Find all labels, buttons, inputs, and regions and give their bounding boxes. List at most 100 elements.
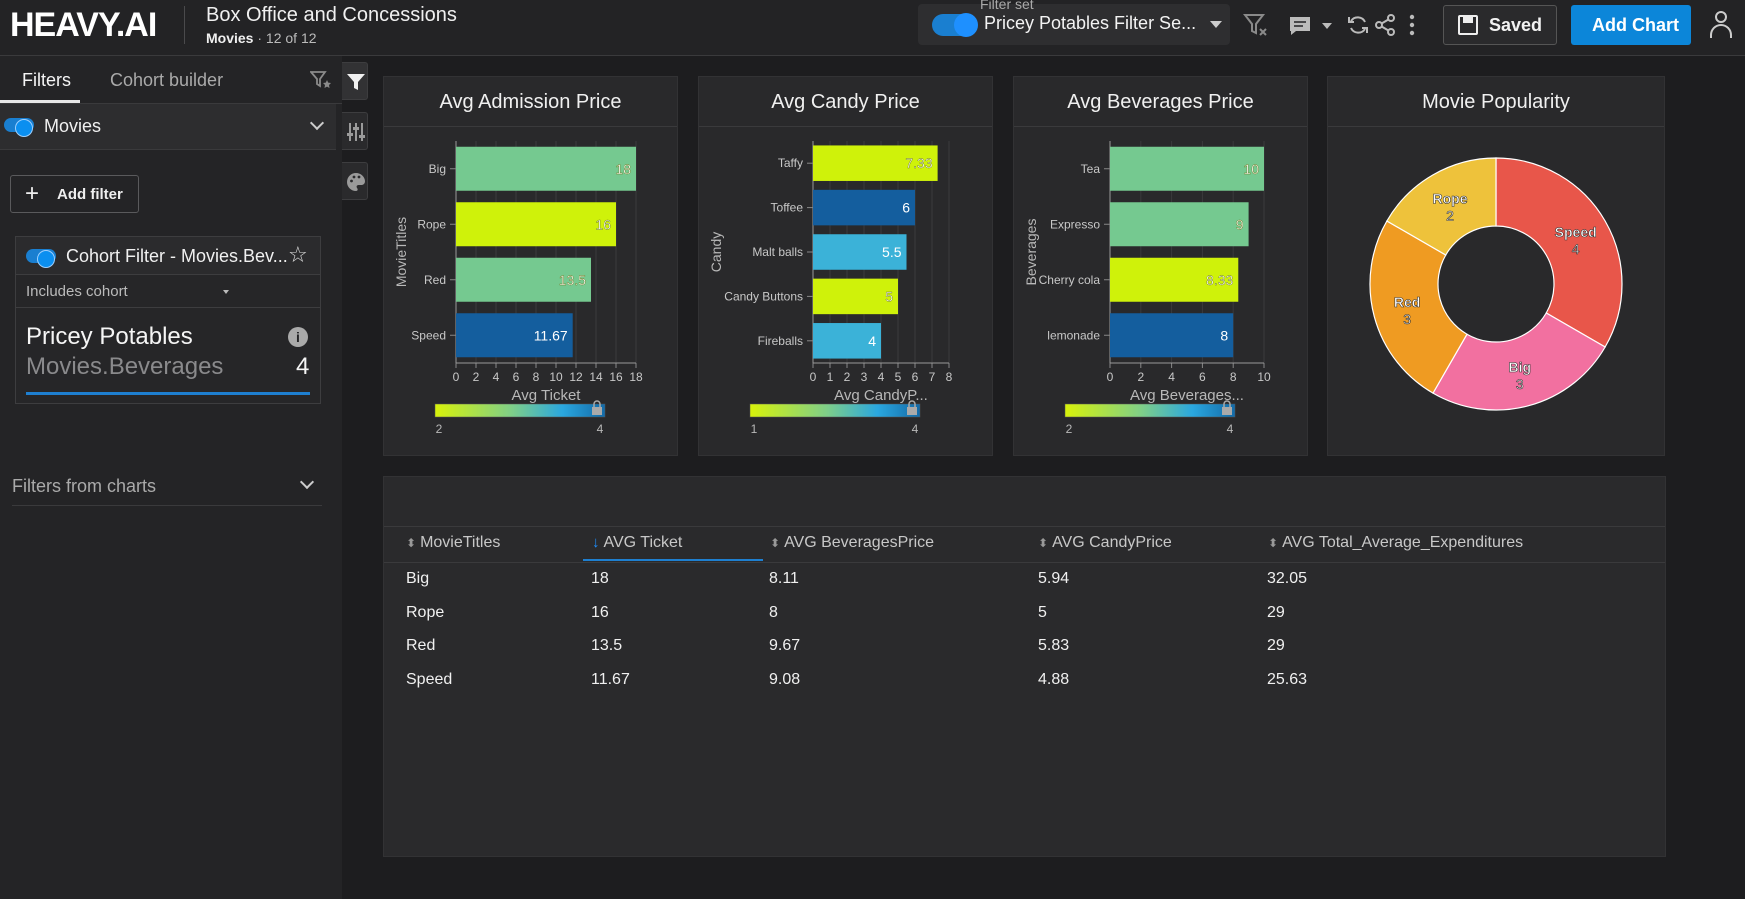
pie-slice[interactable] bbox=[1495, 157, 1623, 348]
bar[interactable] bbox=[1110, 257, 1239, 302]
add-chart-button[interactable]: Add Chart bbox=[1571, 5, 1691, 45]
info-icon[interactable]: i bbox=[288, 327, 308, 347]
column-header[interactable]: ⬍ MovieTitles bbox=[406, 534, 500, 552]
table-cell[interactable]: 4.88 bbox=[1038, 670, 1070, 688]
chart-panel-popularity[interactable]: Movie Popularity Speed 4 Big 3 Red 3 Rope 2 bbox=[1327, 76, 1665, 456]
heavyai-logo[interactable]: HEAVY.AI bbox=[10, 6, 157, 44]
table-cell[interactable]: Speed bbox=[406, 670, 453, 688]
column-header[interactable]: ⬍ AVG CandyPrice bbox=[1038, 534, 1172, 552]
table-cell[interactable]: 25.63 bbox=[1267, 670, 1308, 688]
column-header[interactable]: ⬍ AVG Total_Average_Expenditures bbox=[1268, 534, 1523, 552]
lock-icon[interactable] bbox=[592, 400, 602, 415]
comment-dropdown-icon[interactable] bbox=[1322, 23, 1332, 29]
table-cell[interactable]: 18 bbox=[591, 570, 609, 587]
settings-rail-button[interactable] bbox=[342, 112, 368, 150]
comment-icon[interactable] bbox=[1288, 14, 1312, 38]
filter-set-toggle[interactable] bbox=[932, 13, 978, 37]
bar-value-label: 10 bbox=[1243, 161, 1259, 177]
chart-title[interactable]: Movie Popularity bbox=[1328, 77, 1664, 127]
bar[interactable] bbox=[813, 189, 915, 226]
table-cell[interactable]: 29 bbox=[1267, 637, 1285, 654]
column-header[interactable]: ⬍ AVG BeveragesPrice bbox=[770, 534, 934, 552]
sort-icon[interactable]: ⬍ bbox=[770, 536, 781, 550]
table-cell[interactable]: Big bbox=[406, 570, 430, 587]
cohort-mode-select[interactable]: Includes cohort bbox=[16, 275, 320, 308]
color-legend-gradient[interactable] bbox=[1064, 403, 1236, 418]
sliders-icon bbox=[347, 123, 365, 141]
user-profile-icon[interactable] bbox=[1709, 10, 1733, 38]
star-icon[interactable]: ☆ bbox=[288, 242, 308, 267]
filter-set-name[interactable]: Pricey Potables Filter Se... bbox=[984, 13, 1197, 33]
color-legend-gradient[interactable] bbox=[434, 403, 606, 418]
filters-from-charts-chevron-icon[interactable] bbox=[299, 474, 315, 490]
column-header[interactable]: ↓ AVG Ticket bbox=[592, 534, 682, 552]
sort-icon[interactable]: ⬍ bbox=[1268, 536, 1279, 550]
table-cell[interactable]: 29 bbox=[1267, 603, 1285, 621]
bar[interactable] bbox=[456, 257, 591, 302]
chart-title[interactable]: Avg Admission Price bbox=[384, 77, 677, 127]
table-cell[interactable]: 5.83 bbox=[1038, 637, 1070, 654]
tab-filters[interactable]: Filters bbox=[22, 70, 71, 90]
table-cell[interactable]: 11.67 bbox=[591, 670, 630, 688]
x-tick-label: 5 bbox=[895, 370, 902, 384]
filters-panel: Filters Cohort builder Movies + Add filt… bbox=[0, 56, 342, 899]
add-filter-button[interactable]: + Add filter bbox=[10, 175, 139, 213]
table-cell[interactable]: 16 bbox=[591, 603, 609, 621]
chart-panel-beverages[interactable]: Avg Beverages Price 0 2 4 6 8 10 Tea 10 Expresso… bbox=[1013, 76, 1308, 456]
bar[interactable] bbox=[813, 323, 881, 359]
theme-rail-button[interactable] bbox=[342, 162, 368, 200]
table-cell[interactable]: 5.94 bbox=[1038, 570, 1070, 587]
refresh-icon[interactable] bbox=[1346, 13, 1370, 37]
share-icon[interactable] bbox=[1373, 13, 1397, 37]
saved-button[interactable]: Saved bbox=[1443, 5, 1557, 45]
chart-title[interactable]: Avg Beverages Price bbox=[1014, 77, 1307, 127]
pie-slice[interactable] bbox=[1432, 312, 1606, 411]
table-cell[interactable]: 13.5 bbox=[591, 637, 623, 654]
x-tick-label: 0 bbox=[810, 370, 817, 384]
clear-filters-icon[interactable] bbox=[1243, 12, 1269, 38]
table-cell[interactable]: 32.05 bbox=[1267, 570, 1308, 587]
sort-icon[interactable]: ⬍ bbox=[406, 536, 417, 550]
bar[interactable] bbox=[813, 145, 938, 181]
table-cell[interactable]: Red bbox=[406, 637, 436, 654]
filter-set-caret-icon[interactable] bbox=[1210, 21, 1222, 28]
more-options-icon[interactable] bbox=[1404, 13, 1420, 37]
bar[interactable] bbox=[813, 234, 907, 270]
chart-panel-candy[interactable]: Avg Candy Price 0 1 2 3 4 5 6 7 8 Taffy 7.33 Toffee… bbox=[698, 76, 993, 456]
lock-icon[interactable] bbox=[907, 400, 917, 415]
pie-slice[interactable] bbox=[1386, 157, 1497, 256]
cohort-count: 4 bbox=[296, 353, 310, 380]
chevron-down-icon[interactable] bbox=[309, 115, 325, 131]
lock-icon[interactable] bbox=[1222, 400, 1232, 415]
bar[interactable] bbox=[456, 146, 636, 191]
cohort-filter-title[interactable]: Cohort Filter - Movies.Bev... bbox=[66, 246, 288, 266]
bar[interactable] bbox=[1110, 146, 1264, 191]
cohort-filter-toggle[interactable] bbox=[26, 249, 56, 268]
table-cell[interactable]: 8 bbox=[769, 603, 778, 621]
chart-title[interactable]: Avg Candy Price bbox=[699, 77, 992, 127]
table-cell[interactable]: 5 bbox=[1038, 603, 1047, 621]
favorite-filters-icon[interactable] bbox=[310, 70, 332, 90]
movies-source-toggle[interactable] bbox=[4, 118, 34, 137]
bar[interactable] bbox=[456, 202, 616, 247]
bar[interactable] bbox=[1110, 313, 1234, 358]
filters-from-charts-label[interactable]: Filters from charts bbox=[12, 476, 157, 496]
bar[interactable] bbox=[813, 278, 898, 315]
table-cell[interactable]: 8.11 bbox=[769, 570, 799, 587]
sort-icon[interactable]: ⬍ bbox=[1038, 536, 1049, 550]
table-title-band[interactable] bbox=[384, 477, 1665, 527]
table-cell[interactable]: 9.08 bbox=[769, 670, 801, 688]
filters-rail-button[interactable] bbox=[342, 62, 368, 100]
dashboard-subtitle: Movies · 12 of 12 bbox=[206, 30, 317, 46]
source-filter-group[interactable]: Movies bbox=[0, 104, 336, 150]
bar[interactable] bbox=[1110, 202, 1249, 247]
chart-panel-admission[interactable]: Avg Admission Price 0 2 4 6 8 10 12 14 16 18 Big 18… bbox=[383, 76, 678, 456]
tab-cohort-builder[interactable]: Cohort builder bbox=[110, 70, 224, 90]
pie-slice[interactable] bbox=[1369, 220, 1468, 394]
sort-descending-icon[interactable]: ↓ bbox=[592, 534, 600, 551]
dashboard-title[interactable]: Box Office and Concessions bbox=[206, 4, 457, 26]
bar[interactable] bbox=[456, 313, 573, 358]
color-legend-gradient[interactable] bbox=[749, 403, 921, 418]
table-cell[interactable]: 9.67 bbox=[769, 637, 801, 654]
table-cell[interactable]: Rope bbox=[406, 603, 445, 621]
